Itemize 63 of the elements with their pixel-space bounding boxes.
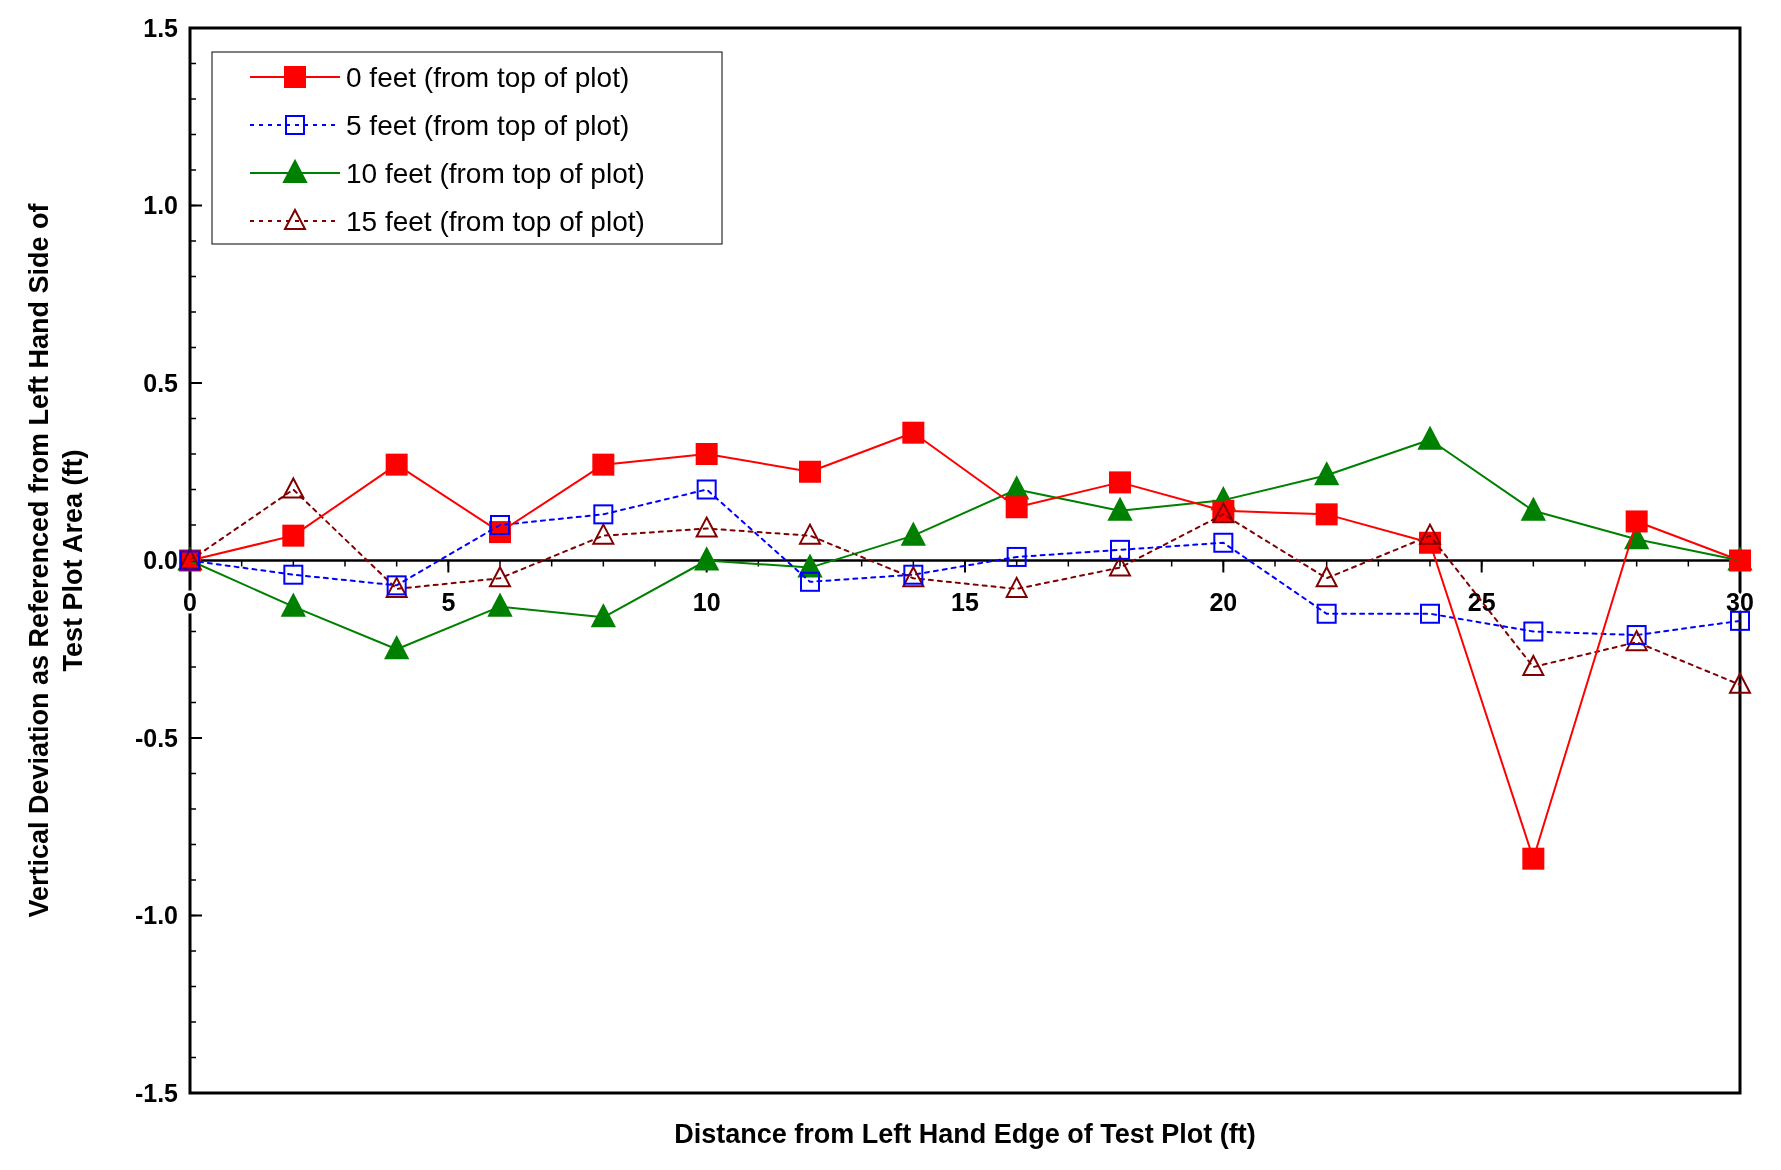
point — [1316, 603, 1337, 624]
point — [593, 504, 614, 525]
point — [1626, 625, 1647, 646]
point — [694, 547, 719, 571]
point — [385, 453, 408, 476]
y-tick-label: 0.0 — [143, 546, 178, 575]
point — [1110, 539, 1130, 560]
point — [1108, 497, 1132, 521]
point — [1730, 610, 1750, 631]
x-tick-label: 5 — [441, 587, 456, 616]
point — [592, 523, 615, 545]
point — [282, 524, 305, 547]
point — [1729, 672, 1751, 694]
point — [488, 593, 512, 617]
y-axis-title: Vertical Deviation as Referenced from Left Hand Side of Test Plot Area (ft) — [24, 202, 88, 918]
point — [696, 479, 717, 500]
y-tick-label: 0.5 — [143, 368, 179, 397]
point — [1315, 566, 1338, 588]
legend-label: 15 feet (from top of plot) — [346, 205, 645, 237]
point — [1523, 621, 1544, 642]
y-tick-label: -0.5 — [134, 723, 179, 752]
point — [1625, 510, 1648, 533]
point — [1625, 630, 1648, 652]
x-tick-label: 10 — [692, 587, 721, 616]
point — [282, 477, 305, 499]
point — [591, 604, 616, 628]
point — [489, 566, 511, 588]
point — [283, 564, 304, 585]
point — [1419, 523, 1441, 545]
x-axis-title: Distance from Left Hand Edge of Test Plot (ft) — [674, 1119, 1256, 1149]
y-tick-label: -1.0 — [134, 901, 178, 930]
point — [1315, 503, 1338, 526]
point — [1109, 471, 1131, 494]
point — [384, 636, 409, 660]
point — [592, 453, 615, 476]
point — [1521, 497, 1546, 521]
point — [902, 421, 925, 444]
point — [1314, 462, 1339, 486]
legend-label: 10 feet (from top of plot) — [346, 157, 645, 189]
point — [1006, 546, 1027, 567]
point — [800, 571, 820, 592]
point — [799, 460, 821, 483]
y-tick-label: 1.5 — [143, 13, 179, 42]
point — [799, 523, 821, 545]
point — [1522, 847, 1545, 870]
point — [1005, 496, 1028, 519]
point — [281, 593, 306, 617]
point — [901, 522, 926, 546]
legend-label: 0 feet (from top of plot) — [346, 61, 630, 93]
y-tick-label: -1.5 — [134, 1078, 179, 1107]
point — [1109, 555, 1131, 577]
legend-label: 5 feet (from top of plot) — [346, 109, 630, 141]
point — [695, 443, 718, 465]
point — [695, 516, 718, 538]
x-tick-label: 25 — [1467, 587, 1496, 616]
point — [490, 515, 510, 535]
x-tick-label: 20 — [1209, 587, 1238, 616]
point — [1522, 655, 1545, 676]
point — [1005, 576, 1028, 598]
point — [1213, 532, 1234, 553]
y-tick-label: 1.0 — [143, 191, 178, 220]
point — [1420, 603, 1440, 624]
x-tick-label: 15 — [951, 587, 979, 616]
